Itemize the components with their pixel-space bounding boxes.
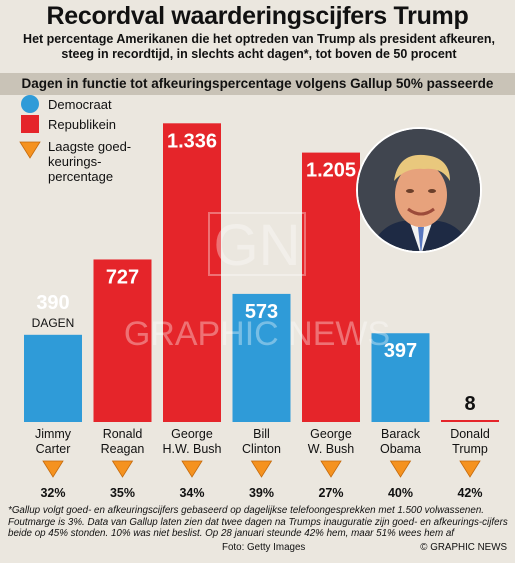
lowest-approval-label: 32% [40,486,65,500]
lowest-approval-label: 39% [249,486,274,500]
watermark-frame [208,212,306,276]
republican-legend-icon [21,115,39,133]
category-label: Obama [380,442,421,456]
chart-title-band [0,73,515,95]
bar [93,259,152,422]
trump-portrait [356,127,482,253]
legend-republican-label: Republikein [48,117,116,132]
triangle-icon [320,460,342,478]
category-label: Reagan [101,442,145,456]
category-label: H.W. Bush [162,442,221,456]
triangle-icon [389,460,412,478]
bar [24,334,82,422]
category-label: George [171,427,213,441]
legend-democrat-label: Democraat [48,97,112,112]
category-label: Donald [450,427,490,441]
lowest-approval-label: 34% [179,486,204,500]
legend-lowest-approval-label: percentage [48,169,113,184]
category-label: Trump [452,442,488,456]
lowest-approval-label: 40% [388,486,413,500]
subtitle: Het percentage Amerikanen die het optred… [23,32,495,61]
category-label: Clinton [242,442,281,456]
triangle-icon [250,460,273,478]
watermark-text: GRAPHIC NEWS [124,315,390,353]
bar [302,152,360,422]
lowest-approval-label: 35% [110,486,135,500]
bar-value-label: 397 [384,340,417,362]
photo-credit: Foto: Getty Images [222,542,306,553]
bar-value-label: 573 [245,301,278,323]
copyright: © GRAPHIC NEWS [420,542,507,553]
category-label: George [310,427,352,441]
bar [371,333,430,422]
triangle-icon [459,460,481,478]
lowest-approval-label: 27% [318,486,343,500]
legend-lowest-approval-label: keurings- [48,154,101,169]
footnote: *Gallup volgt goed- en afkeuringscijfers… [8,505,508,539]
triangle-icon [42,460,64,478]
triangle-icon [181,460,203,478]
category-label: Barack [381,427,421,441]
bar [232,293,291,422]
category-label: Carter [36,442,71,456]
bar-value-label: 1.205 [306,160,356,182]
democrat-legend-icon [21,95,39,113]
category-label: Ronald [103,427,143,441]
portrait-image [358,129,480,251]
lowest-approval-legend-icon [19,141,41,159]
bar-value-label: 390 [36,292,69,314]
lowest-approval-label: 42% [457,486,482,500]
category-label: W. Bush [308,442,355,456]
watermark-monogram: GN [214,213,301,278]
category-label: Bill [253,427,270,441]
bar-value-label: 1.336 [167,130,217,152]
page-title: Recordval waarderingscijfers Trump [46,2,469,30]
unit-label: DAGEN [32,316,75,330]
bar [163,123,221,423]
bar-value-label: 8 [464,393,475,415]
bar-value-label: 727 [106,266,139,288]
legend-lowest-approval-label: Laagste goed- [48,139,131,154]
bar [441,420,499,422]
triangle-icon [111,460,134,478]
category-label: Jimmy [35,427,72,441]
chart-title: Dagen in functie tot afkeuringspercentag… [21,76,494,91]
